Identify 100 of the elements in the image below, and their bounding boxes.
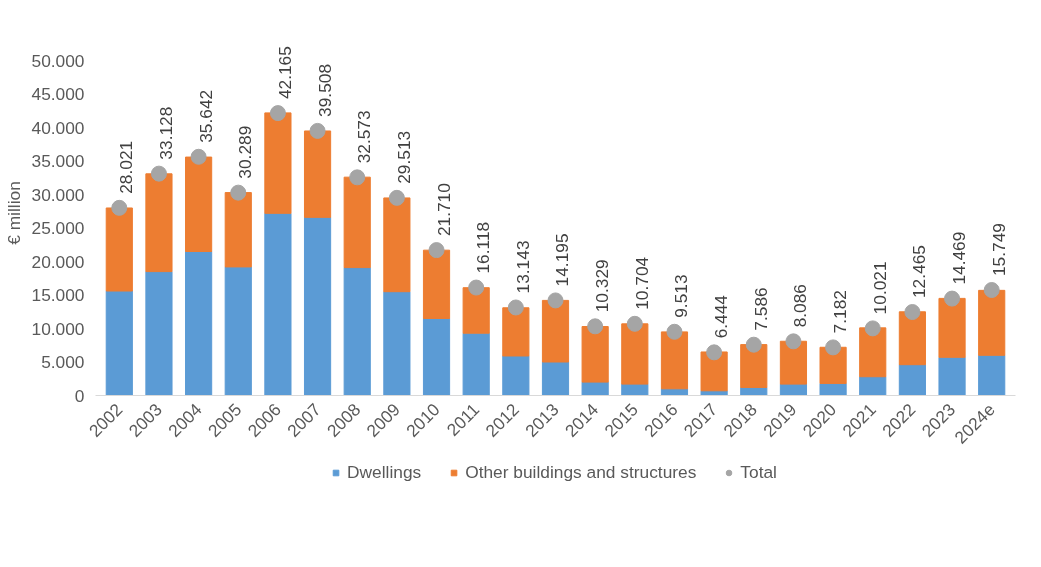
data-label: 21.710 (433, 183, 454, 237)
data-label: 10.021 (869, 261, 890, 315)
point (587, 318, 604, 335)
point (309, 122, 326, 139)
bar (779, 340, 808, 385)
data-label: 29.513 (393, 130, 414, 184)
legend-label: Total (740, 461, 777, 483)
bar (343, 267, 371, 396)
bar (581, 381, 609, 396)
y-tick-label: 25.000 (31, 218, 85, 239)
data-label: 39.508 (314, 63, 335, 117)
data-label: 7.182 (830, 290, 851, 334)
bar (740, 344, 768, 388)
data-label: 13.143 (512, 240, 533, 294)
point (864, 320, 881, 337)
point (150, 165, 167, 182)
y-tick-label: 40.000 (31, 117, 85, 138)
y-tick-label: 50.000 (31, 50, 85, 71)
bar (859, 327, 887, 378)
y-tick-label: 20.000 (31, 251, 85, 272)
bar (978, 289, 1006, 356)
bar (660, 331, 689, 390)
bar (224, 192, 252, 268)
bar (145, 173, 173, 273)
bar (422, 317, 451, 396)
bar (303, 130, 332, 218)
point (111, 199, 128, 216)
data-label: 8.086 (790, 283, 811, 328)
point (666, 323, 683, 340)
bar (422, 249, 451, 319)
bar (541, 361, 570, 396)
data-label: 28.021 (116, 140, 137, 194)
data-label: 7.586 (750, 287, 771, 331)
data-label: 6.444 (711, 294, 732, 339)
point (507, 299, 524, 316)
data-label: 42.165 (274, 46, 295, 100)
y-tick-label: 35.000 (31, 151, 85, 172)
y-tick-label: 15.000 (31, 285, 85, 306)
point (388, 189, 405, 206)
bar (938, 297, 966, 358)
data-label: 10.704 (631, 256, 652, 310)
bar (978, 354, 1006, 396)
bar (502, 355, 530, 396)
data-label: 14.195 (552, 233, 573, 287)
bar (819, 382, 847, 396)
legend-label: Other buildings and structures (465, 461, 697, 483)
bar (541, 299, 570, 363)
bar (462, 332, 490, 396)
bar (264, 112, 292, 214)
bar (898, 311, 926, 366)
point (904, 304, 921, 320)
data-label: 30.289 (235, 125, 256, 179)
bar (185, 156, 213, 253)
bar (621, 323, 649, 385)
y-axis-title: € million (3, 181, 24, 245)
bar (224, 266, 252, 396)
y-tick-label: 45.000 (31, 84, 85, 105)
bar (581, 326, 609, 383)
bar (105, 290, 133, 396)
point (944, 290, 961, 307)
legend-label: Dwellings (347, 461, 422, 483)
bar (938, 356, 966, 396)
bar (264, 212, 292, 396)
point (983, 282, 1000, 299)
bar (145, 271, 173, 396)
data-label: 9.513 (671, 274, 692, 318)
y-tick-label: 0 (74, 385, 85, 406)
data-label: 10.329 (592, 259, 613, 313)
point (349, 169, 366, 186)
data-label: 12.465 (909, 245, 930, 299)
point (745, 336, 762, 353)
bar (185, 251, 213, 396)
y-tick-label: 10.000 (31, 318, 85, 339)
point (269, 105, 286, 122)
data-label: 15.749 (988, 223, 1009, 277)
point (785, 333, 802, 350)
point (706, 344, 723, 361)
point (190, 148, 207, 165)
data-label: 32.573 (354, 110, 375, 164)
bar (303, 216, 332, 396)
bar (383, 291, 411, 396)
bar (502, 307, 530, 357)
point (230, 184, 247, 201)
y-tick-label: 30.000 (31, 184, 85, 205)
point (428, 242, 445, 259)
bar (462, 287, 490, 334)
data-label: 33.128 (155, 106, 176, 160)
bar (859, 376, 887, 396)
point (547, 292, 564, 309)
bar (383, 197, 411, 293)
point (626, 315, 643, 332)
data-label: 16.118 (473, 221, 494, 274)
point (825, 339, 842, 356)
y-tick-label: 5.000 (41, 352, 85, 373)
point (468, 279, 485, 296)
bar (898, 364, 926, 396)
data-label: 35.642 (195, 89, 216, 143)
bar (343, 176, 371, 269)
bar (105, 207, 133, 292)
data-label: 14.469 (949, 231, 970, 285)
